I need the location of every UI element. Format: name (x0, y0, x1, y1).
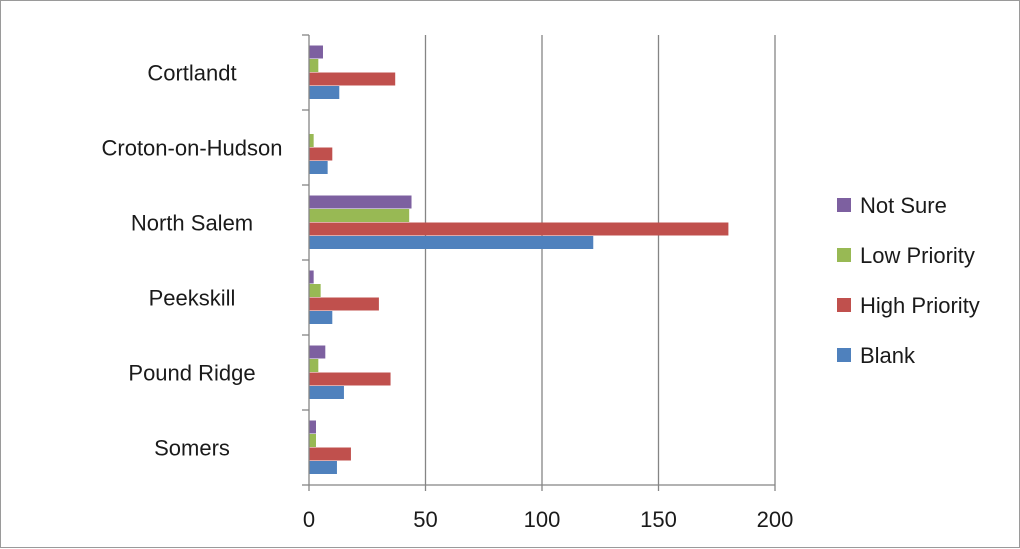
bar-cortlandt-low-priority (309, 59, 319, 72)
legend-swatch-not-sure (837, 198, 851, 212)
bar-peekskill-low-priority (309, 284, 321, 297)
legend-swatch-high-priority (837, 298, 851, 312)
bar-north-salem-low-priority (309, 209, 410, 222)
legend-label-not-sure: Not Sure (860, 193, 947, 218)
category-label-somers: Somers (154, 436, 230, 461)
bar-peekskill-high-priority (309, 297, 379, 311)
category-labels: Cortlandt Croton-on-Hudson North Salem Peek… (102, 61, 283, 461)
x-tick-label-0: 0 (303, 507, 315, 532)
bar-pound-ridge-not-sure (309, 345, 326, 359)
legend-swatch-blank (837, 348, 851, 362)
axes (302, 34, 776, 491)
bar-pound-ridge-low-priority (309, 359, 319, 372)
bar-croton-on-hudson-low-priority (309, 134, 314, 147)
gridlines (424, 35, 776, 485)
bar-somers-high-priority (309, 447, 351, 461)
bar-north-salem-not-sure (309, 195, 412, 209)
x-tick-label-200: 200 (757, 507, 794, 532)
bar-peekskill-blank (309, 311, 333, 324)
bar-cortlandt-blank (309, 86, 340, 99)
bar-pound-ridge-high-priority (309, 372, 391, 386)
bar-cortlandt-high-priority (309, 72, 396, 86)
bar-croton-on-hudson-blank (309, 161, 328, 174)
bar-pound-ridge-blank (309, 386, 344, 399)
bars (309, 45, 729, 474)
legend-swatch-low-priority (837, 248, 851, 262)
x-tick-label-150: 150 (640, 507, 677, 532)
bar-peekskill-not-sure (309, 270, 314, 284)
legend-label-high-priority: High Priority (860, 293, 980, 318)
bar-somers-low-priority (309, 434, 316, 447)
bar-croton-on-hudson-high-priority (309, 147, 333, 161)
legend-label-blank: Blank (860, 343, 916, 368)
bar-somers-blank (309, 461, 337, 474)
legend: Not Sure Low Priority High Priority Blank (837, 193, 980, 368)
legend-item-not-sure: Not Sure (837, 193, 947, 218)
legend-item-blank: Blank (837, 343, 916, 368)
x-tick-label-50: 50 (413, 507, 437, 532)
bar-somers-not-sure (309, 420, 316, 434)
category-label-peekskill: Peekskill (149, 286, 236, 311)
legend-item-high-priority: High Priority (837, 293, 980, 318)
category-label-pound-ridge: Pound Ridge (128, 361, 255, 386)
category-label-north-salem: North Salem (131, 211, 253, 236)
bar-north-salem-high-priority (309, 222, 729, 236)
legend-label-low-priority: Low Priority (860, 243, 975, 268)
x-tick-labels: 0 50 100 150 200 (303, 507, 793, 532)
x-tick-label-100: 100 (524, 507, 561, 532)
category-label-cortlandt: Cortlandt (147, 61, 236, 86)
legend-item-low-priority: Low Priority (837, 243, 975, 268)
bar-cortlandt-not-sure (309, 45, 323, 59)
bar-north-salem-blank (309, 236, 594, 249)
category-label-croton-on-hudson: Croton-on-Hudson (102, 136, 283, 161)
